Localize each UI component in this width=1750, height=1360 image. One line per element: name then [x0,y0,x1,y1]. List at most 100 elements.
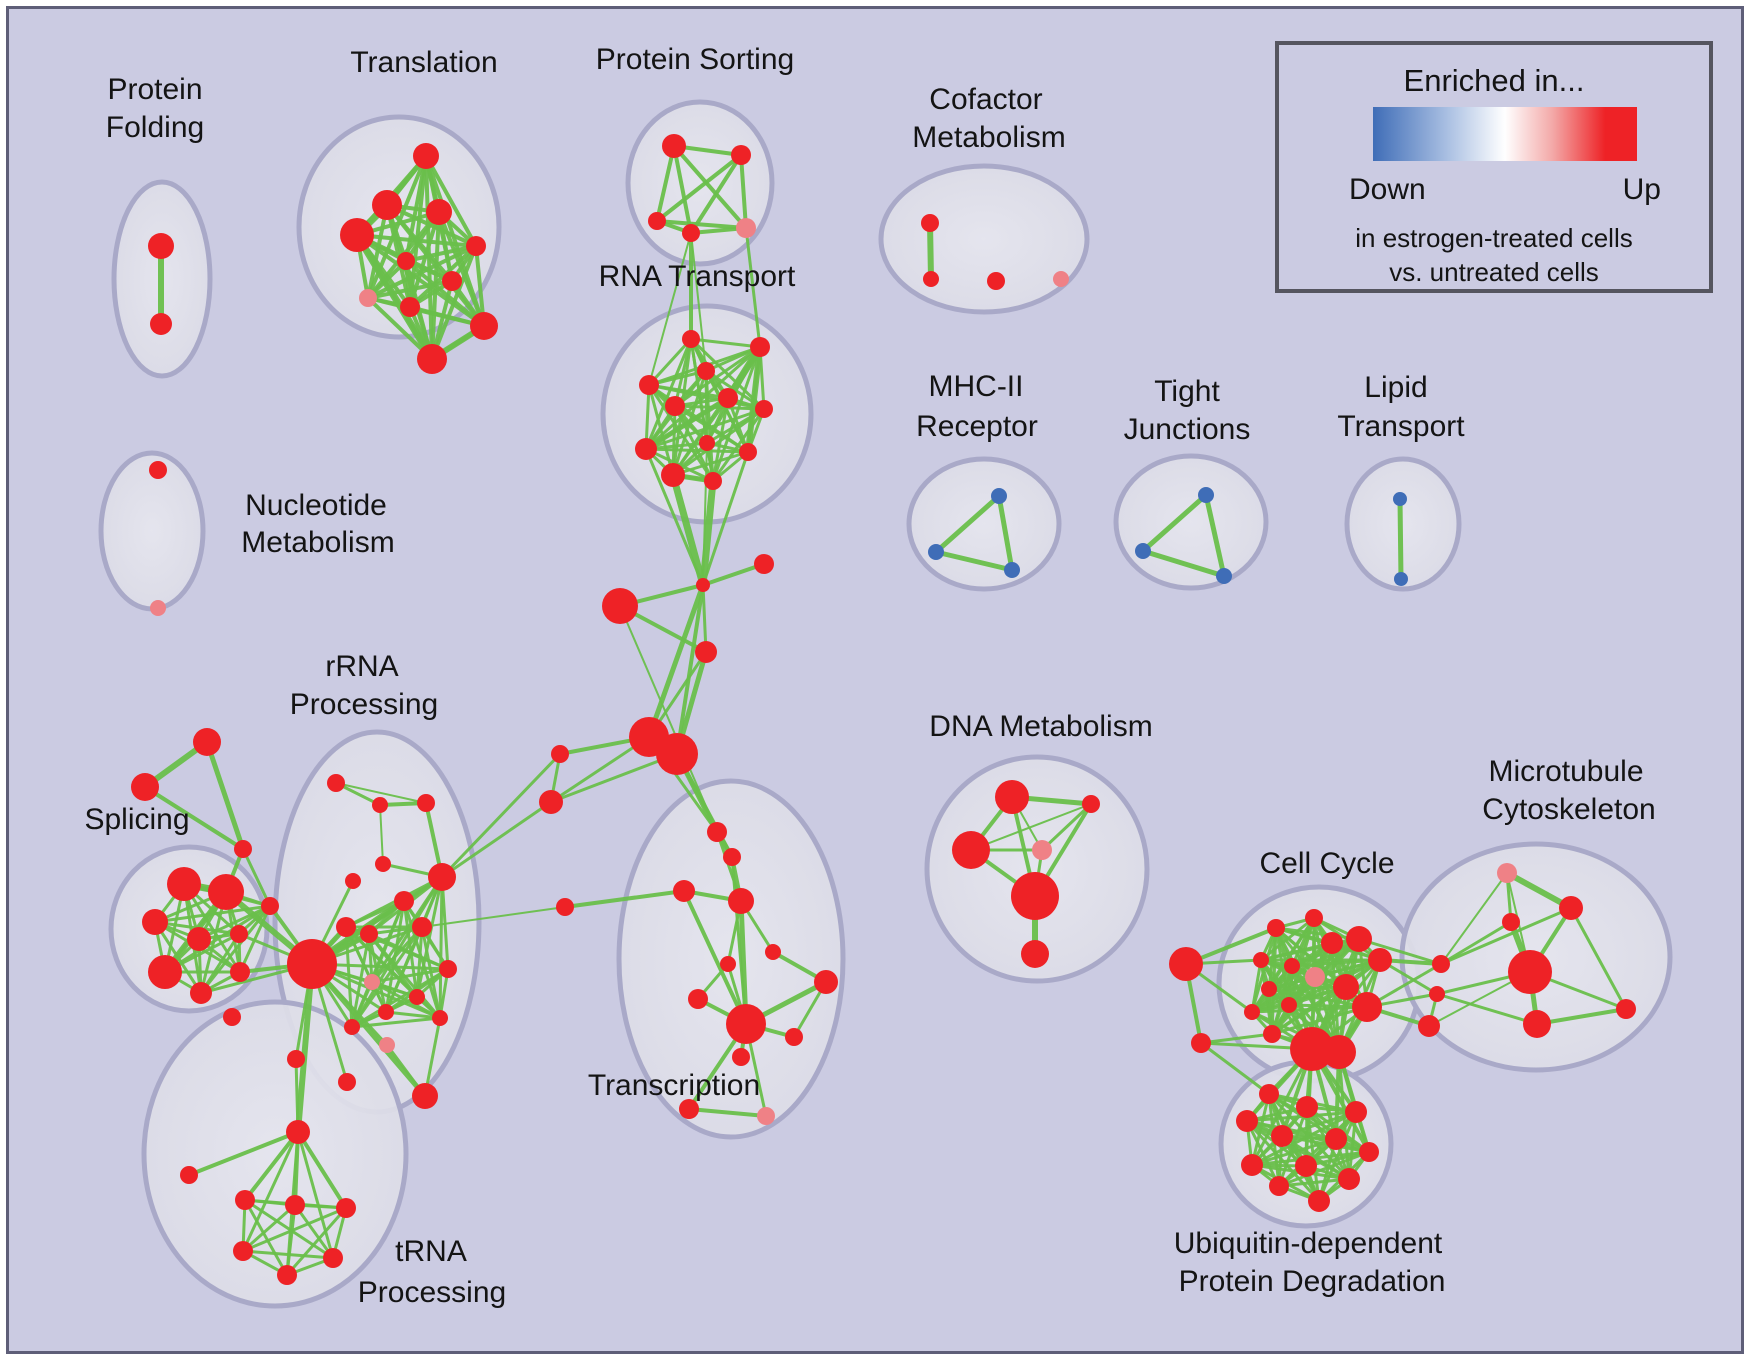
graph-node [696,578,710,592]
graph-edge [1250,975,1317,1014]
graph-node [707,822,727,842]
graph-node [1082,795,1100,813]
graph-edge [701,450,750,587]
graph-edge [370,980,442,1020]
graph-node [167,867,201,901]
graph-node [230,962,250,982]
graph-edge [675,583,705,756]
graph-edge [370,925,424,984]
graph-node [180,1166,198,1184]
graph-node [923,271,939,287]
graph-node [1169,947,1203,981]
graph-node [417,794,435,812]
graph-edge [682,889,748,1026]
cluster-label-protein-folding: Folding [106,111,204,144]
graph-node [336,1198,356,1218]
cluster-ellipse-lipid-transport [1344,456,1462,592]
graph-edge [745,344,763,455]
graph-edge [673,404,766,411]
graph-node [673,880,695,902]
graph-edge [1250,1137,1338,1167]
cluster-label-splicing: Splicing [84,803,189,836]
graph-node [1497,863,1517,883]
graph-node [1502,913,1520,931]
graph-node [1508,950,1552,994]
graph-edge [701,562,766,587]
graph-node [208,874,244,910]
graph-node [736,218,756,238]
graph-node [277,1265,297,1285]
graph-node [1253,952,1269,968]
graph-edge [970,803,1092,851]
graph-node [765,944,781,960]
graph-node [539,790,563,814]
graph-edge [1140,492,1209,554]
graph-edge [549,752,679,804]
cluster-label-trna-processing: tRNA [395,1235,467,1268]
graph-edge [404,259,486,328]
graph-edge [241,1206,348,1253]
graph-edge [1435,992,1539,1026]
graph-node [635,438,657,460]
graph-node [1523,1010,1551,1038]
graph-edge [701,583,708,654]
graph-node [149,461,167,479]
graph-edge [350,980,374,1029]
graph-node [921,214,939,232]
graph-node [656,733,698,775]
graph-edge [440,752,562,879]
graph-node [1244,1004,1260,1020]
cluster-ellipse-cofactor-metabolism [878,163,1090,315]
graph-node [1325,1128,1347,1150]
graph-node [230,925,248,943]
graph-node [364,974,380,990]
nodes-layer [131,134,1636,1285]
graph-node [665,396,685,416]
graph-node [261,897,279,915]
graph-node [1305,909,1323,927]
graph-edge [644,447,750,454]
graph-node [1321,932,1343,954]
graph-edge [689,153,743,235]
cluster-label-cell-cycle: Cell Cycle [1259,847,1394,880]
graph-node [1290,1027,1334,1071]
graph-node [470,312,498,340]
graph-node [1269,1176,1289,1196]
graph-node [662,134,686,158]
graph-edge [699,477,717,589]
graph-node [1359,1142,1379,1162]
cluster-label-cofactor-metabolism: Cofactor [929,83,1042,116]
graph-node [1429,986,1445,1002]
graph-node [400,297,420,317]
graph-edge [739,153,748,230]
cluster-label-mhc-ii-receptor: MHC-II [929,370,1024,403]
graph-edge [285,1206,348,1277]
graph-edge [744,226,762,349]
graph-node [1346,926,1372,952]
graph-edge [350,967,450,1029]
graph-edge [294,1057,300,1134]
graph-node [338,1073,356,1091]
graph-edge [1280,1134,1371,1154]
cluster-label-tight-junctions: Junctions [1124,413,1251,446]
graph-node [1191,1033,1211,1053]
cluster-label-transcription: Transcription [588,1069,760,1102]
graph-node [1368,948,1392,972]
graph-edge [647,337,693,387]
cluster-label-protein-sorting: Protein Sorting [596,43,794,76]
legend-subtitle-line2: vs. untreated cells [1389,257,1599,287]
graph-node [223,1008,241,1026]
graph-node [1322,1035,1356,1069]
graph-edge [672,144,748,230]
graph-node [432,1010,448,1026]
graph-node [718,388,738,408]
graph-node [991,488,1007,504]
graph-node [1236,1110,1258,1132]
graph-edge [644,337,693,451]
graph-node [378,1004,394,1020]
graph-edge [1440,872,1508,965]
graph-edge [1439,920,1513,966]
graph-edge [1337,1050,1351,1181]
graph-node [286,1120,310,1144]
